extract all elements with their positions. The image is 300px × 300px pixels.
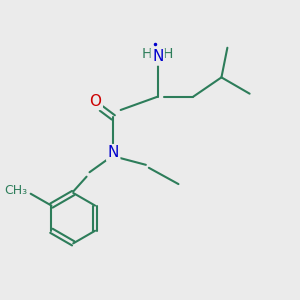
Text: H: H	[163, 47, 173, 61]
Text: N: N	[108, 146, 119, 160]
Text: CH₃: CH₃	[4, 184, 28, 197]
Text: O: O	[89, 94, 101, 109]
Text: H: H	[141, 47, 152, 61]
Text: N: N	[152, 49, 164, 64]
